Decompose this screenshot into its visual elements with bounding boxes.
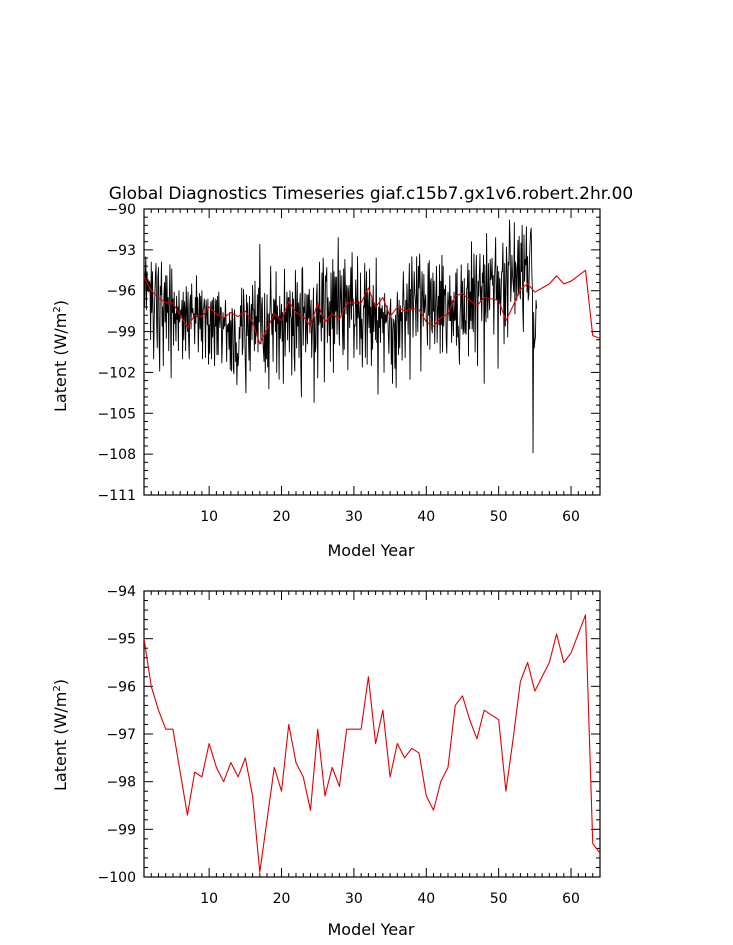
top-x-axis-label: Model Year — [328, 541, 415, 560]
top-x-tick-label: 10 — [200, 509, 218, 525]
bottom-y-tick-label: −97 — [106, 727, 136, 743]
bottom-x-tick-label: 20 — [273, 891, 291, 907]
bottom-y-tick-label: −95 — [106, 632, 136, 648]
bottom-y-label-sup: 2 — [52, 685, 63, 691]
bottom-y-tick-label: −98 — [106, 775, 136, 791]
bottom-x-tick-label: 50 — [490, 891, 508, 907]
bottom-plot-frame — [143, 590, 601, 878]
top-y-tick-label: −102 — [98, 365, 136, 381]
bottom-y-label-main: Latent (W/m — [51, 692, 70, 791]
chart-title: Global Diagnostics Timeseries giaf.c15b7… — [109, 184, 633, 204]
bottom-x-axis-label: Model Year — [328, 920, 415, 939]
bottom-y-tick-label: −100 — [98, 870, 136, 886]
bottom-x-tick-label: 60 — [562, 891, 580, 907]
bottom-y-tick-label: −94 — [106, 584, 136, 600]
top-y-tick-label: −105 — [98, 406, 136, 422]
bottom-x-tick-label: 10 — [200, 891, 218, 907]
top-plot-frame — [143, 208, 601, 496]
bottom-x-tick-label: 40 — [417, 891, 435, 907]
bottom-y-label-close: ) — [51, 679, 70, 685]
top-y-axis-label: Latent (W/m2) — [51, 300, 70, 412]
bottom-y-axis-label: Latent (W/m2) — [51, 679, 70, 791]
top-y-label-main: Latent (W/m — [51, 313, 70, 412]
top-y-tick-label: −108 — [98, 447, 136, 463]
top-y-tick-label: −90 — [106, 202, 136, 218]
top-y-tick-label: −99 — [106, 325, 136, 341]
top-y-label-sup: 2 — [52, 306, 63, 312]
bottom-plot-panel: 10 20 30 40 50 60 −94 −95 −96 −97 −98 −99 −100 — [98, 584, 601, 907]
top-plot-panel: 10 20 30 40 50 60 −90 −93 −96 −99 −102 −105 −108 −111 — [98, 202, 601, 525]
bottom-series-annual-line — [143, 614, 601, 873]
top-x-tick-label: 30 — [345, 509, 363, 525]
bottom-y-tick-label: −99 — [106, 822, 136, 838]
top-y-tick-label: −96 — [106, 284, 136, 300]
bottom-y-tick-label: −96 — [106, 679, 136, 695]
top-series-monthly-line — [143, 219, 538, 454]
bottom-x-tick-label: 30 — [345, 891, 363, 907]
top-series-annual-line — [143, 269, 601, 345]
top-y-label-close: ) — [51, 300, 70, 306]
top-x-tick-label: 40 — [417, 509, 435, 525]
top-x-tick-label: 60 — [562, 509, 580, 525]
top-x-tick-label: 20 — [273, 509, 291, 525]
top-y-tick-label: −111 — [98, 488, 136, 504]
top-x-tick-label: 50 — [490, 509, 508, 525]
top-y-tick-label: −93 — [106, 243, 136, 259]
